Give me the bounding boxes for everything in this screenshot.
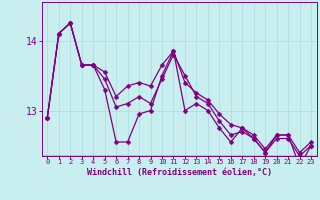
X-axis label: Windchill (Refroidissement éolien,°C): Windchill (Refroidissement éolien,°C) — [87, 168, 272, 177]
